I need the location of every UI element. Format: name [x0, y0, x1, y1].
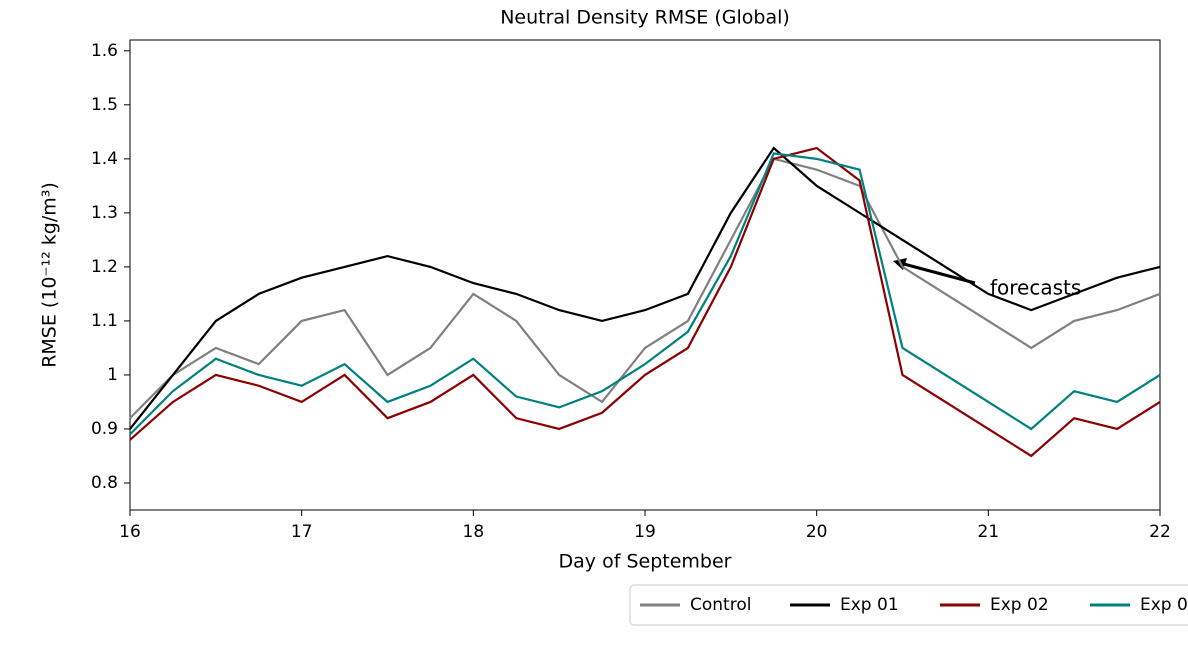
x-tick-label: 17 — [291, 522, 313, 542]
annotation: forecasts — [990, 276, 1081, 300]
x-tick-label: 20 — [806, 522, 828, 542]
y-tick-label: 0.9 — [91, 419, 118, 439]
y-tick-label: 1.2 — [91, 257, 118, 277]
annotation-arrow — [899, 261, 976, 285]
y-axis-label: RMSE (10⁻¹² kg/m³) — [39, 182, 61, 368]
x-tick-label: 16 — [119, 522, 141, 542]
x-tick-label: 19 — [634, 522, 656, 542]
legend-label: Exp 03 — [1140, 595, 1188, 615]
series-line — [129, 146, 1161, 430]
y-tick-label: 1.1 — [91, 311, 118, 331]
series-line — [129, 146, 1161, 458]
series-line — [129, 152, 1161, 436]
legend-label: Control — [690, 595, 751, 615]
series-line — [129, 157, 1161, 419]
y-tick-label: 1 — [107, 365, 118, 385]
x-tick-label: 21 — [978, 522, 1000, 542]
legend-label: Exp 01 — [840, 595, 899, 615]
y-tick-label: 0.8 — [91, 473, 118, 493]
legend-box — [629, 584, 1188, 626]
y-tick-label: 1.5 — [91, 95, 118, 115]
x-tick-label: 18 — [463, 522, 485, 542]
y-tick-label: 1.3 — [91, 203, 118, 223]
y-tick-label: 1.6 — [91, 41, 118, 61]
y-tick-label: 1.4 — [91, 149, 118, 169]
chart-title: Neutral Density RMSE (Global) — [500, 7, 790, 29]
x-tick-label: 22 — [1149, 522, 1171, 542]
legend-label: Exp 02 — [990, 595, 1049, 615]
x-axis-label: Day of September — [559, 551, 732, 573]
